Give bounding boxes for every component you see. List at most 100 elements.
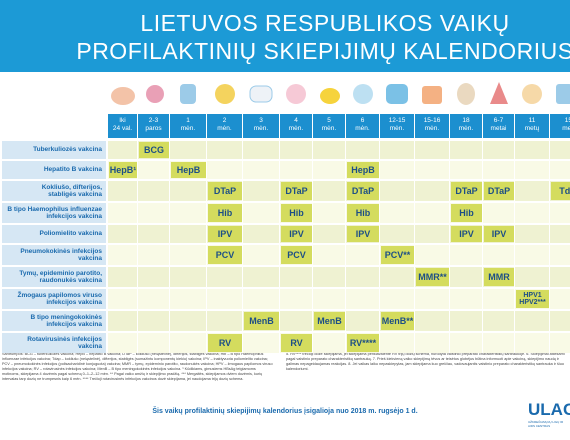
age-text: 2 [222, 117, 227, 124]
cell [550, 289, 570, 309]
cell [515, 161, 550, 179]
title-banner: LIETUVOS RESPUBLIKOS VAIKŲ PROFILAKTINIŲ… [0, 0, 570, 72]
cell [415, 333, 450, 353]
age-text: mėn. [355, 125, 370, 132]
vaccine-cell: HPV1 HPV2*** [516, 290, 549, 308]
icon [490, 82, 508, 104]
cell [415, 161, 450, 179]
label-text: stabligės vakcina [48, 191, 102, 198]
cell [483, 161, 515, 179]
cell [170, 333, 207, 353]
label-text: vakcina [78, 343, 102, 350]
cell [380, 203, 415, 223]
vaccine-text: IPV [289, 228, 304, 239]
vaccine-text: DTaP [351, 185, 375, 196]
cell [207, 141, 243, 159]
vaccine-text: IPV [459, 228, 474, 239]
vaccine-text: Hib [459, 207, 474, 218]
vaccine-text: Tdap [559, 185, 570, 196]
icon [422, 86, 442, 104]
title-line: LIETUVOS RESPUBLIKOS VAIKŲ [140, 10, 510, 36]
cell [483, 245, 515, 265]
cell [415, 289, 450, 309]
cell [346, 311, 380, 331]
vaccine-cell: IPV [451, 226, 482, 242]
vaccine-text: HPV2*** [519, 299, 546, 306]
row-label: Tymų, epideminio parotito, raudonukės vak… [2, 267, 106, 287]
vaccine-text: RV**** [349, 337, 377, 348]
cell [138, 203, 170, 223]
cell [108, 181, 138, 201]
cell [138, 289, 170, 309]
icon [180, 84, 196, 104]
cell [280, 141, 313, 159]
cell [108, 225, 138, 243]
cell [138, 311, 170, 331]
age-header: 15-16 mėn. [415, 114, 450, 138]
icon [556, 84, 570, 104]
icon [353, 84, 373, 104]
vaccine-cell: MenB [314, 312, 345, 330]
cell [550, 203, 570, 223]
vaccine-text: DTaP [285, 185, 308, 196]
cell [346, 289, 380, 309]
label-text: infekcijos vakcina [46, 321, 102, 328]
age-header: 15-metų [550, 114, 570, 138]
cell [515, 311, 550, 331]
vaccine-cell: BCG [139, 142, 169, 158]
cell [515, 181, 550, 201]
age-text: 15-16 [423, 117, 441, 124]
effective-date: Šis vaikų profilaktinių skiepijimų kalen… [152, 408, 418, 415]
cell [170, 203, 207, 223]
cell [243, 333, 280, 353]
label-text: Poliomielito vakcina [39, 230, 103, 238]
vaccine-cell: DTaP [451, 182, 482, 200]
vaccine-text: MenB [249, 315, 274, 326]
cell [207, 267, 243, 287]
cell [313, 181, 346, 201]
vaccine-cell: RV [281, 334, 312, 352]
vaccine-cell: PCV [208, 246, 242, 264]
cell [138, 181, 170, 201]
icon [111, 87, 135, 105]
vaccine-text: HepB [351, 164, 375, 175]
vaccine-text: DTaP [213, 185, 237, 196]
cell [550, 267, 570, 287]
vaccine-text: MenB [317, 315, 342, 326]
cell [108, 333, 138, 353]
cell [550, 225, 570, 243]
vaccine-cell: DTaP [347, 182, 379, 200]
cell [450, 267, 483, 287]
label-text: Kokliušo, difterijos, [41, 183, 102, 191]
vaccine-cell: MenB [244, 312, 279, 330]
vaccine-cell: DTaP [281, 182, 312, 200]
vaccine-text: DTaP [455, 185, 478, 196]
icon [522, 84, 542, 104]
cell [450, 161, 483, 179]
row-label: B tipo meningokokinės infekcijos vakcina [2, 311, 106, 331]
cell [313, 245, 346, 265]
cell [450, 245, 483, 265]
vaccine-cell: HepB [171, 162, 206, 178]
age-text: mėn. [321, 125, 337, 132]
age-header: Iki 24 val. [108, 114, 138, 138]
logo-caption: UŽKREČIAMŲJŲ LIGŲ IR AIDS CENTRAS [528, 420, 564, 428]
vaccine-text: Hib [289, 207, 304, 218]
cell [380, 141, 415, 159]
label-text: vakcina [78, 255, 102, 262]
label-text: Žmogaus papilomos viruso [17, 291, 102, 299]
cell [280, 161, 313, 179]
cell [170, 245, 207, 265]
cell [170, 225, 207, 243]
vaccine-cell: RV**** [347, 334, 379, 352]
cell [515, 333, 550, 353]
cell [243, 141, 280, 159]
cell [138, 161, 170, 179]
vaccine-text: Hib [217, 207, 233, 218]
cell [515, 203, 550, 223]
age-header: 6-7 metai [483, 114, 515, 138]
cell [243, 267, 280, 287]
age-text: 1 [186, 117, 190, 124]
logo: ULAC [528, 400, 570, 419]
